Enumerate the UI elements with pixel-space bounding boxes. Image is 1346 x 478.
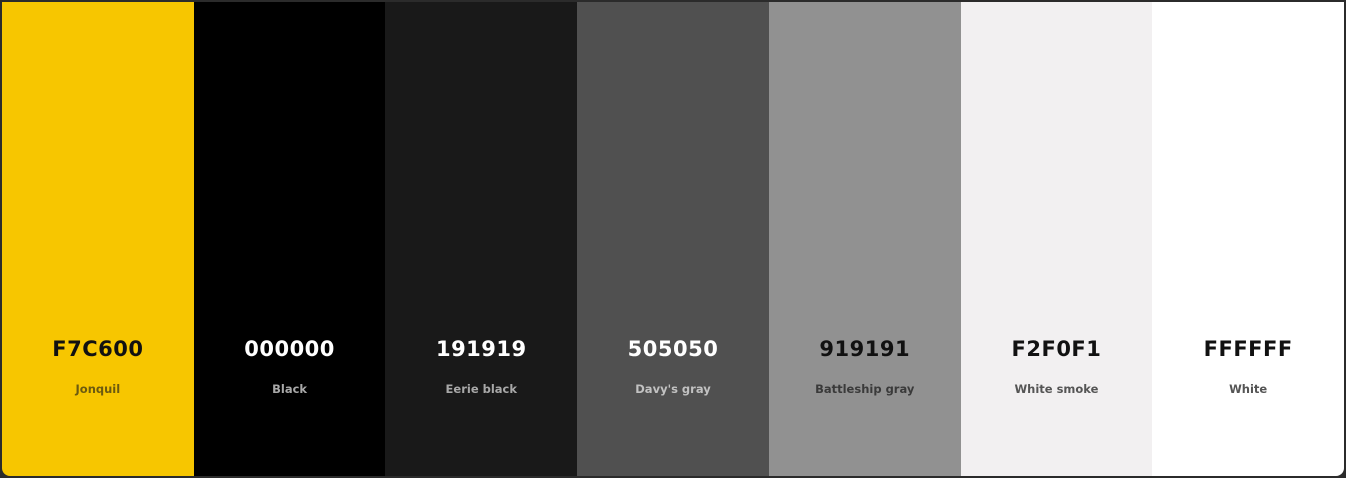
- color-swatch-eerie-black[interactable]: 191919 Eerie black: [385, 2, 578, 476]
- swatch-color-name: Jonquil: [75, 382, 121, 396]
- color-swatch-white-smoke[interactable]: F2F0F1 White smoke: [960, 2, 1153, 476]
- swatch-color-name: White: [1229, 382, 1268, 396]
- swatch-color-name: Eerie black: [445, 382, 518, 396]
- color-swatch-black[interactable]: 000000 Black: [193, 2, 386, 476]
- swatch-color-name: Davy's gray: [635, 382, 711, 396]
- color-swatch-white[interactable]: FFFFFF White: [1152, 2, 1344, 476]
- swatch-hex-code[interactable]: F2F0F1: [1011, 337, 1102, 361]
- color-swatch-jonquil[interactable]: F7C600 Jonquil: [2, 2, 194, 476]
- swatch-hex-code[interactable]: F7C600: [52, 337, 144, 361]
- swatch-color-name: Black: [272, 382, 308, 396]
- color-swatch-davys-gray[interactable]: 505050 Davy's gray: [577, 2, 769, 476]
- swatch-hex-code[interactable]: 191919: [435, 337, 527, 361]
- swatch-hex-code[interactable]: 505050: [627, 337, 719, 361]
- swatch-hex-code[interactable]: FFFFFF: [1203, 337, 1293, 361]
- color-swatch-battleship-gray[interactable]: 919191 Battleship gray: [768, 2, 961, 476]
- swatch-color-name: White smoke: [1014, 382, 1099, 396]
- swatch-color-name: Battleship gray: [815, 382, 915, 396]
- swatch-hex-code[interactable]: 000000: [244, 337, 335, 361]
- swatch-hex-code[interactable]: 919191: [819, 337, 911, 361]
